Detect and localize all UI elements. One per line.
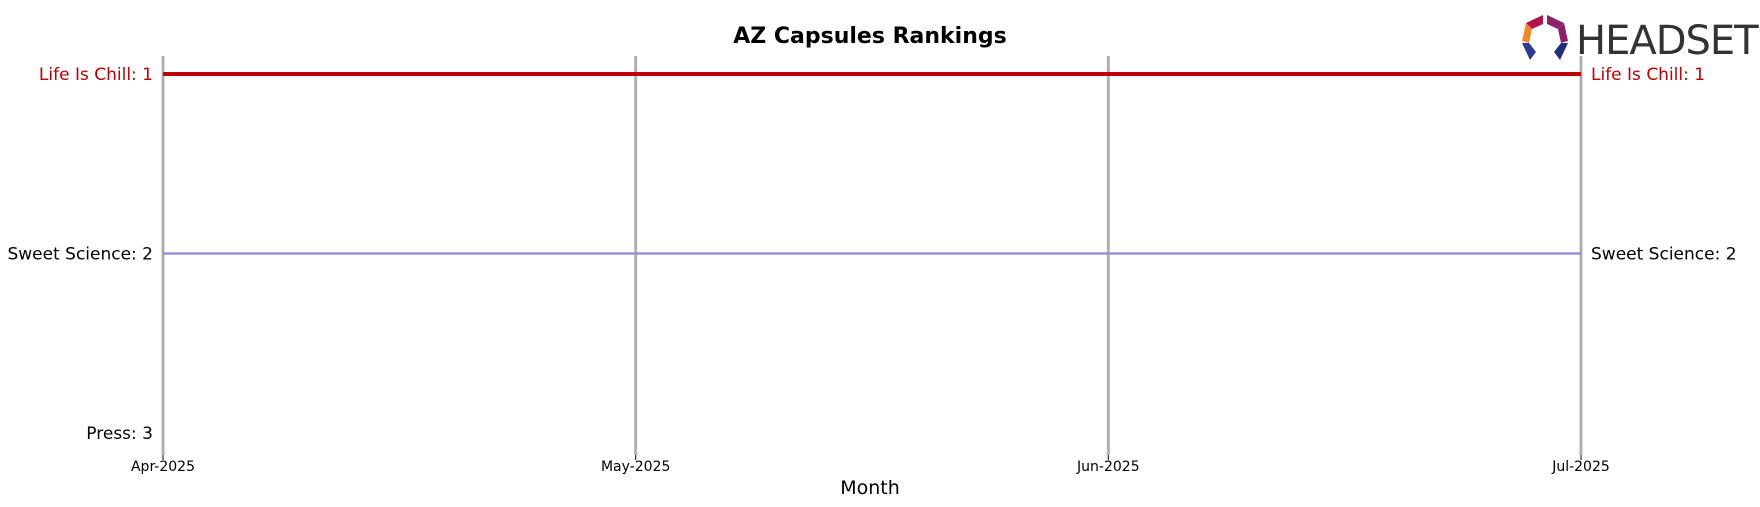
- chart-title: AZ Capsules Rankings: [733, 24, 1006, 49]
- logo-segment: [1554, 43, 1568, 60]
- x-axis-label: Month: [840, 477, 900, 499]
- rank-labels: Life Is Chill: 1 Life Is Chill: 1 Sweet Sc…: [7, 65, 1736, 444]
- headset-logo-text: HEADSET: [1576, 18, 1759, 64]
- logo-segment: [1522, 23, 1532, 43]
- headset-logo-icon: [1522, 15, 1568, 60]
- logo-segment: [1547, 15, 1564, 29]
- x-tick-label: May-2025: [601, 459, 670, 475]
- x-ticks: Apr-2025 May-2025 Jun-2025 Jul-2025: [131, 455, 1610, 475]
- end-label-sweet-science: Sweet Science: 2: [1591, 245, 1737, 265]
- logo-segment: [1522, 43, 1536, 60]
- logo-segment: [1526, 15, 1543, 29]
- grid-lines: [161, 56, 1583, 455]
- logo-segment: [1558, 23, 1568, 43]
- x-tick-label: Jul-2025: [1551, 459, 1610, 475]
- start-label-life-is-chill: Life Is Chill: 1: [39, 65, 153, 85]
- headset-logo: HEADSET: [1522, 15, 1760, 64]
- end-label-life-is-chill: Life Is Chill: 1: [1591, 65, 1705, 85]
- start-label-sweet-science: Sweet Science: 2: [7, 245, 153, 265]
- x-tick-label: Jun-2025: [1076, 459, 1140, 475]
- x-tick-label: Apr-2025: [131, 459, 195, 475]
- series-lines: [163, 72, 1581, 255]
- start-label-press: Press: 3: [86, 424, 153, 444]
